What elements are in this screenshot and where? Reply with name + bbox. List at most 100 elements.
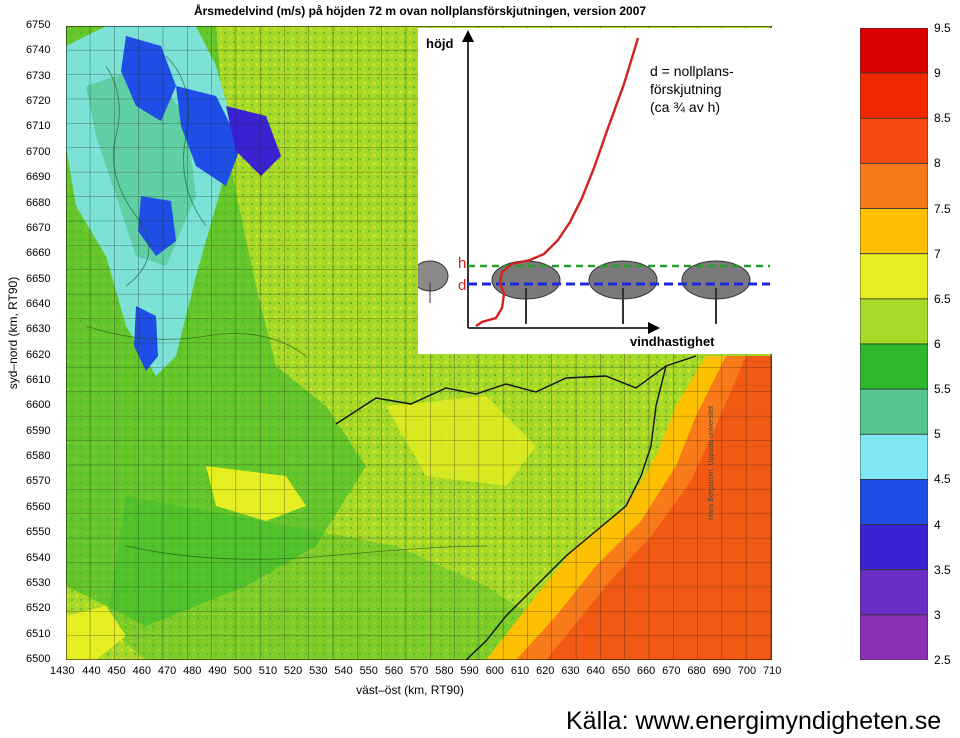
height-axis-arrow bbox=[462, 30, 474, 42]
legend-label-4: 4 bbox=[934, 517, 941, 532]
legend-label-5.5: 5.5 bbox=[934, 382, 951, 397]
x-tick-500: 500 bbox=[233, 665, 252, 677]
x-tick-550: 550 bbox=[359, 665, 378, 677]
y-tick-6570: 6570 bbox=[26, 475, 51, 488]
x-tick-580: 580 bbox=[435, 665, 454, 677]
legend-label-3: 3 bbox=[934, 607, 941, 622]
legend-swatch-13 bbox=[860, 614, 928, 660]
credit-text: Hans Bergström, Uppsala universitet bbox=[708, 406, 715, 520]
tree-3 bbox=[588, 260, 658, 324]
inset-note-line-1: d = nollplans- bbox=[650, 63, 734, 79]
legend-label-9.5: 9.5 bbox=[934, 21, 951, 35]
legend-swatch-1 bbox=[860, 72, 928, 119]
x-tick-510: 510 bbox=[258, 665, 278, 677]
y-tick-6700: 6700 bbox=[26, 145, 51, 158]
legend-label-3.5: 3.5 bbox=[934, 562, 951, 577]
legend-swatch-2 bbox=[860, 117, 928, 164]
inset-speed-label: vindhastighet bbox=[630, 334, 715, 349]
tree-1 bbox=[418, 260, 449, 303]
y-tick-6530: 6530 bbox=[26, 576, 51, 589]
y-tick-6500: 6500 bbox=[26, 653, 51, 665]
x-tick-630: 630 bbox=[561, 665, 580, 677]
legend-label-4.5: 4.5 bbox=[934, 472, 951, 487]
legend-label-7.5: 7.5 bbox=[934, 201, 951, 216]
x-tick-650: 650 bbox=[611, 665, 631, 677]
legend-swatch-4 bbox=[860, 208, 928, 255]
x-tick-520: 520 bbox=[283, 665, 303, 677]
tree-row bbox=[418, 260, 751, 324]
y-tick-6580: 6580 bbox=[26, 450, 51, 463]
y-tick-6540: 6540 bbox=[26, 551, 51, 564]
y-tick-6630: 6630 bbox=[26, 323, 51, 336]
x-tick-660: 660 bbox=[636, 665, 656, 677]
x-tick-680: 680 bbox=[687, 665, 706, 677]
map-title: Årsmedelvind (m/s) på höjden 72 m ovan n… bbox=[193, 4, 647, 18]
x-tick-540: 540 bbox=[334, 665, 353, 677]
x-tick-450: 450 bbox=[107, 665, 126, 677]
y-tick-6690: 6690 bbox=[26, 171, 51, 184]
legend-swatch-0 bbox=[860, 28, 928, 74]
x-tick-560: 560 bbox=[384, 665, 404, 677]
inset-note-line-3: (ca ¾ av h) bbox=[650, 99, 721, 115]
inset-height-label: höjd bbox=[426, 36, 453, 51]
legend-label-6: 6 bbox=[934, 337, 941, 351]
y-tick-6650: 6650 bbox=[26, 272, 51, 285]
x-tick-440: 440 bbox=[82, 665, 101, 677]
legend-swatch-8 bbox=[860, 388, 928, 435]
x-tick-600: 600 bbox=[485, 665, 504, 677]
y-axis-title: syd–nord (km, RT90) bbox=[6, 276, 20, 390]
legend-swatch-6 bbox=[860, 298, 928, 345]
profile-diagram: höjd vindhastighet h d bbox=[418, 30, 770, 349]
x-tick-690: 690 bbox=[712, 665, 731, 677]
inset-note-line-2: förskjutning bbox=[650, 81, 722, 97]
legend-label-2.5: 2.5 bbox=[934, 653, 951, 667]
legend-swatch-7 bbox=[860, 343, 928, 390]
y-tick-6730: 6730 bbox=[26, 69, 51, 82]
y-tick-6660: 6660 bbox=[26, 247, 51, 260]
x-tick-610: 610 bbox=[510, 665, 530, 677]
x-tick-620: 620 bbox=[536, 665, 555, 677]
y-tick-6610: 6610 bbox=[26, 374, 51, 387]
legend-swatch-3 bbox=[860, 163, 928, 209]
y-tick-6720: 6720 bbox=[26, 95, 51, 108]
profile-inset bbox=[418, 28, 772, 354]
x-axis-title: väst–öst (km, RT90) bbox=[356, 683, 464, 697]
x-tick-530: 530 bbox=[309, 665, 328, 677]
x-tick-640: 640 bbox=[586, 665, 605, 677]
legend-swatch-9 bbox=[860, 433, 928, 480]
legend-swatch-12 bbox=[860, 569, 928, 616]
y-tick-6680: 6680 bbox=[26, 196, 51, 209]
x-tick-670: 670 bbox=[662, 665, 681, 677]
y-tick-6510: 6510 bbox=[26, 627, 51, 640]
y-tick-6560: 6560 bbox=[26, 500, 51, 513]
h-label: h bbox=[458, 255, 466, 272]
y-tick-6550: 6550 bbox=[26, 526, 51, 539]
y-tick-6670: 6670 bbox=[26, 221, 51, 234]
x-tick-460: 460 bbox=[132, 665, 151, 677]
wind-profile-curve bbox=[475, 37, 640, 327]
x-tick-590: 590 bbox=[460, 665, 479, 677]
legend-swatch-11 bbox=[860, 524, 928, 571]
legend-label-8: 8 bbox=[934, 156, 941, 171]
d-label: d bbox=[458, 277, 466, 294]
x-tick-480: 480 bbox=[183, 665, 202, 677]
y-tick-6710: 6710 bbox=[26, 120, 51, 133]
y-tick-6520: 6520 bbox=[26, 602, 51, 615]
x-tick-470: 470 bbox=[157, 665, 177, 677]
speed-axis-arrow bbox=[648, 322, 660, 334]
y-tick-6620: 6620 bbox=[26, 348, 51, 361]
y-tick-6590: 6590 bbox=[26, 424, 51, 437]
legend-label-9: 9 bbox=[934, 66, 941, 81]
x-tick-1430: 1430 bbox=[50, 665, 75, 677]
legend-label-6.5: 6.5 bbox=[934, 291, 951, 306]
tree-4 bbox=[681, 260, 751, 324]
source-text: Källa: www.energimyndigheten.se bbox=[566, 707, 942, 735]
inset-note: d = nollplans- förskjutning (ca ¾ av h) bbox=[650, 62, 734, 116]
x-tick-570: 570 bbox=[410, 665, 429, 677]
y-tick-6740: 6740 bbox=[26, 44, 51, 57]
y-tick-6640: 6640 bbox=[26, 297, 51, 310]
legend-label-5: 5 bbox=[934, 427, 941, 442]
y-tick-6750: 6750 bbox=[26, 19, 51, 31]
y-tick-6600: 6600 bbox=[26, 399, 51, 412]
legend-swatch-5 bbox=[860, 253, 928, 300]
